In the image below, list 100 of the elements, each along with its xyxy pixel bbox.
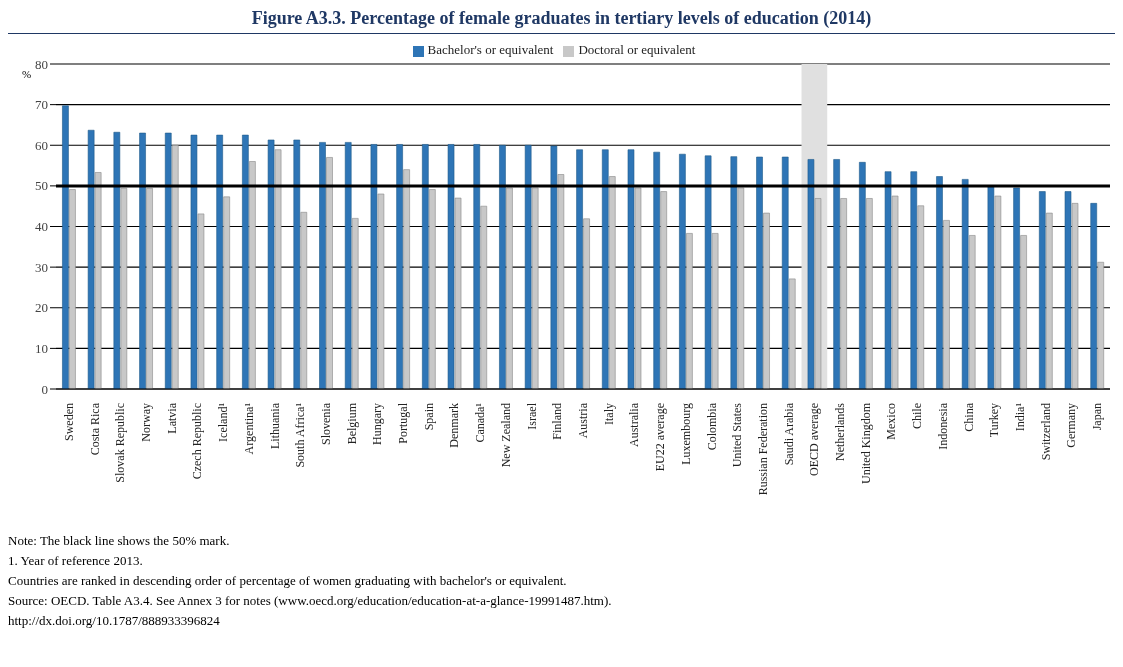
x-tick-label: Mexico xyxy=(884,403,899,440)
bar xyxy=(267,139,275,389)
bar xyxy=(943,220,950,389)
bar xyxy=(293,139,301,389)
bar xyxy=(627,149,635,389)
legend-label: Doctoral or equivalent xyxy=(578,42,696,57)
bar xyxy=(69,189,76,389)
bar xyxy=(524,144,532,389)
bar xyxy=(499,144,506,389)
bar xyxy=(711,233,719,389)
bar xyxy=(1064,191,1072,389)
bar xyxy=(429,189,436,389)
x-tick-label: Turkey xyxy=(987,403,1002,438)
bar xyxy=(344,142,352,389)
bar xyxy=(396,144,403,389)
x-tick-label: Hungary xyxy=(370,403,385,445)
bar xyxy=(550,145,558,389)
bar xyxy=(781,156,789,389)
bar xyxy=(968,235,976,389)
bar xyxy=(859,162,866,389)
x-tick-label: Russian Federation xyxy=(755,403,770,496)
x-tick-label: Costa Rica xyxy=(87,402,102,456)
x-tick-label: South Africa¹ xyxy=(293,402,308,468)
x-tick-label: Denmark xyxy=(447,403,462,448)
bar xyxy=(454,197,462,389)
bar xyxy=(216,134,223,389)
y-tick-label: 30 xyxy=(35,259,48,275)
bar xyxy=(1071,203,1079,389)
x-tick-label: Italy xyxy=(601,403,616,425)
x-tick-label: Latvia xyxy=(164,402,179,434)
bar xyxy=(242,134,249,389)
bar xyxy=(1039,191,1046,389)
x-tick-label: Saudi Arabia xyxy=(781,402,796,466)
bar xyxy=(377,193,385,389)
x-tick-label: Portugal xyxy=(396,402,411,444)
x-tick-label: Finland xyxy=(550,403,565,440)
bar xyxy=(506,187,513,389)
text: http://dx.doi.org/10.1787/888933396824 xyxy=(8,612,221,630)
bar xyxy=(351,218,359,389)
bar xyxy=(403,169,410,389)
chart-title: Figure A3.3. Percentage of female graduates in tertiary levels of education (2014) xyxy=(8,8,1115,34)
y-tick-label: 80 xyxy=(35,56,48,72)
x-tick-label: United States xyxy=(730,402,745,468)
bar xyxy=(94,172,102,389)
x-tick-label: Switzerland xyxy=(1038,403,1053,461)
bar xyxy=(447,144,455,389)
x-tick-label: Slovenia xyxy=(318,402,333,445)
x-tick-label: EU22 average xyxy=(653,403,668,472)
bar xyxy=(1020,235,1027,389)
bar xyxy=(139,132,146,389)
legend-label: Bachelor's or equivalent xyxy=(427,42,554,57)
bar xyxy=(833,159,840,389)
bar xyxy=(910,171,918,389)
bar xyxy=(164,132,172,389)
bar xyxy=(171,144,179,389)
bar xyxy=(190,134,198,389)
bar xyxy=(197,213,205,389)
x-tick-label: Australia xyxy=(627,402,642,447)
bar xyxy=(422,144,429,389)
bar xyxy=(866,198,873,389)
bar xyxy=(756,156,763,389)
x-tick-label: New Zealand xyxy=(498,403,513,468)
bar xyxy=(807,159,815,389)
bar xyxy=(326,157,333,389)
bar xyxy=(788,278,796,389)
bar xyxy=(576,149,583,389)
y-tick-label: 40 xyxy=(35,219,48,235)
y-tick-label: 10 xyxy=(35,340,48,356)
bar xyxy=(87,129,95,389)
x-tick-label: Belgium xyxy=(344,402,359,445)
x-tick-label: Austria xyxy=(576,402,590,439)
text: Countries are ranked in descending order of percentage of women graduating with bachelor's or equivalent. xyxy=(8,572,568,590)
bar xyxy=(62,105,69,389)
bar xyxy=(601,149,609,389)
bar xyxy=(557,174,565,389)
bar xyxy=(480,205,488,389)
text: Note: The black line shows the 50% mark. xyxy=(8,532,231,550)
bar xyxy=(884,171,892,389)
bar xyxy=(113,131,121,389)
x-tick-label: Colombia xyxy=(704,402,719,451)
x-tick-label: Norway xyxy=(138,403,153,442)
bar xyxy=(917,205,925,389)
text: 1. Year of reference 2013. xyxy=(8,552,144,570)
bar xyxy=(608,176,616,389)
x-tick-label: Slovak Republic xyxy=(113,403,128,483)
x-tick-label: Japan xyxy=(1090,403,1105,431)
bar xyxy=(961,179,969,389)
bar xyxy=(653,151,660,389)
bar xyxy=(531,187,539,389)
bar xyxy=(1046,212,1053,389)
x-tick-label: Germany xyxy=(1064,403,1079,448)
x-tick-label: United Kingdom xyxy=(858,402,873,484)
bar xyxy=(583,218,590,389)
bar xyxy=(274,149,282,389)
bar xyxy=(1013,187,1020,389)
bar xyxy=(146,188,153,389)
bar xyxy=(737,187,745,389)
bar xyxy=(249,161,256,389)
y-tick-label: 20 xyxy=(35,300,48,316)
bar xyxy=(1097,261,1105,389)
